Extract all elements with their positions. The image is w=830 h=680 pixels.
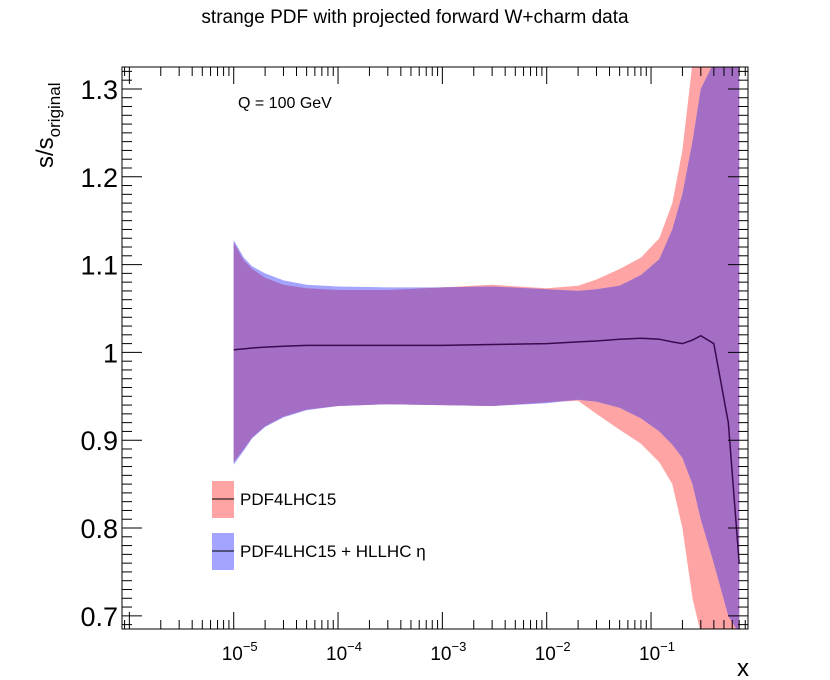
legend-label-hllhc: PDF4LHC15 + HLLHC η [240, 542, 426, 561]
y-tick-label: 1.3 [80, 75, 118, 105]
x-tick-label: 10−1 [639, 639, 675, 665]
y-axis-tick-labels: 0.7 0.8 0.9 1 1.1 1.2 1.3 [80, 75, 118, 632]
x-tick-label: 10−5 [222, 639, 258, 665]
plot-frame [121, 66, 749, 630]
y-tick-label: 1 [103, 338, 118, 368]
y-tick-label: 0.8 [80, 514, 118, 544]
y-axis-ticks [122, 70, 748, 626]
q-annotation: Q = 100 GeV [238, 95, 332, 112]
legend: PDF4LHC15 PDF4LHC15 + HLLHC η [212, 481, 426, 570]
x-tick-label: 10−4 [326, 639, 362, 665]
y-axis-label: s/soriginal [32, 83, 64, 168]
x-axis-tick-labels: 10−5 10−4 10−3 10−2 10−1 [222, 639, 675, 665]
x-tick-label: 10−2 [535, 639, 571, 665]
legend-entry-pdf4lhc15: PDF4LHC15 [212, 481, 336, 518]
overlap-band [233, 67, 740, 629]
y-axis-label-subscript: original [45, 83, 64, 138]
y-tick-label: 1.2 [80, 163, 118, 193]
central-line [233, 334, 740, 564]
y-axis-label-main: s/s [32, 137, 59, 168]
y-tick-label: 0.7 [80, 602, 118, 632]
y-tick-label: 0.9 [80, 426, 118, 456]
x-axis-ticks [124, 67, 746, 629]
legend-entry-hllhc: PDF4LHC15 + HLLHC η [212, 533, 426, 570]
x-tick-label: 10−3 [430, 639, 466, 665]
legend-label-pdf4lhc15: PDF4LHC15 [240, 490, 336, 509]
y-tick-label: 1.1 [80, 251, 118, 281]
chart-title: strange PDF with projected forward W+cha… [201, 7, 629, 28]
x-axis-label: x [737, 655, 749, 680]
